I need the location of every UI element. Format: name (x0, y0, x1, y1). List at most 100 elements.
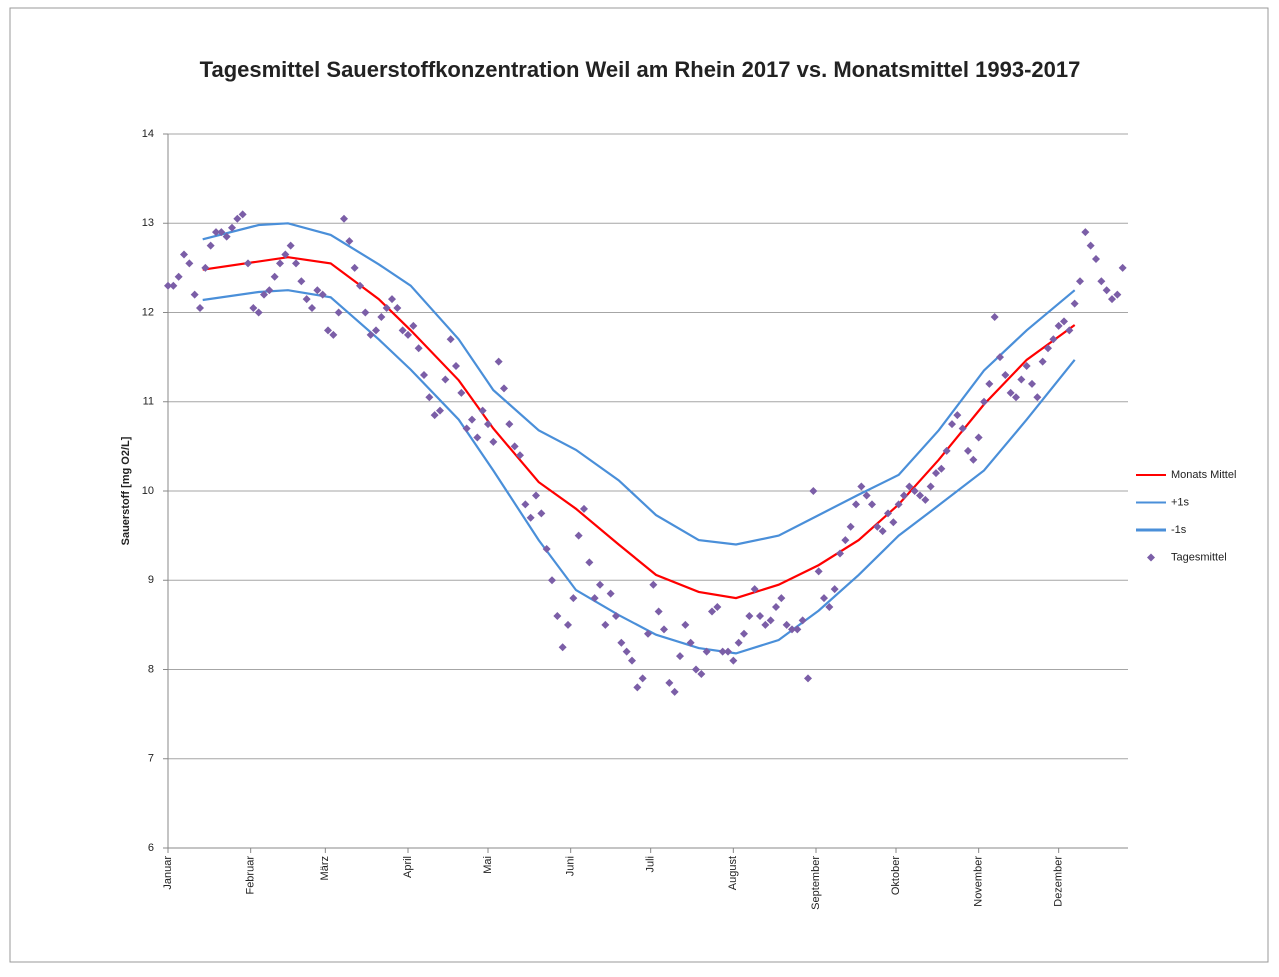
point (713, 603, 722, 612)
point (238, 210, 247, 219)
point (222, 232, 231, 241)
y-tick-label: 11 (143, 396, 154, 408)
point (905, 482, 914, 491)
y-tick-label: 10 (142, 485, 154, 497)
point (324, 326, 332, 335)
point (644, 629, 652, 638)
point (617, 638, 626, 647)
point (756, 611, 764, 620)
point (526, 513, 535, 522)
point (766, 616, 775, 625)
point (942, 446, 951, 455)
x-tick-label: Oktober (890, 856, 902, 895)
point (1017, 375, 1026, 384)
point (681, 620, 690, 629)
point (361, 308, 370, 317)
point (697, 669, 706, 678)
point (601, 620, 610, 629)
point (1028, 379, 1036, 388)
point (633, 683, 642, 692)
point (569, 594, 578, 603)
point (249, 304, 258, 313)
point (670, 687, 679, 696)
line (202, 289, 1076, 655)
frame (9, 7, 1269, 963)
point (953, 411, 962, 420)
y-tick-label: 7 (148, 753, 154, 765)
legend-label: +1s (1171, 496, 1190, 508)
point (1102, 286, 1111, 295)
point (329, 330, 338, 339)
line (202, 256, 1076, 600)
point (516, 451, 524, 460)
point (596, 580, 604, 589)
point (212, 228, 220, 237)
point (430, 411, 439, 420)
point (1092, 254, 1100, 263)
point (1113, 290, 1122, 299)
point (793, 625, 802, 634)
point (468, 415, 476, 424)
y-tick-label: 8 (148, 663, 154, 675)
point (366, 330, 375, 339)
point (521, 500, 530, 509)
point (590, 594, 599, 603)
point (1076, 277, 1084, 286)
point (868, 500, 876, 509)
point (820, 594, 828, 603)
point (1044, 344, 1052, 353)
point (382, 304, 391, 313)
point (718, 647, 727, 656)
point (260, 290, 268, 299)
point (1033, 393, 1042, 402)
point (270, 272, 279, 281)
y-tick-label: 9 (148, 574, 154, 586)
point (1097, 277, 1106, 286)
point (420, 370, 428, 379)
point (830, 585, 839, 594)
point (825, 603, 834, 612)
point (265, 286, 274, 295)
point (446, 335, 455, 344)
point (612, 611, 620, 620)
point (665, 678, 674, 687)
point (281, 250, 290, 259)
point (1108, 295, 1116, 304)
y-axis-title: Sauerstoff [mg O2/L] (120, 436, 132, 545)
point (1006, 388, 1015, 397)
point (473, 433, 482, 442)
point (894, 500, 903, 509)
point (1060, 317, 1068, 326)
point (740, 629, 748, 638)
point (196, 304, 204, 313)
point (457, 388, 466, 397)
point (761, 620, 770, 629)
y-tick-label: 6 (148, 842, 154, 854)
point (1065, 326, 1074, 335)
point (233, 214, 242, 223)
point (489, 437, 498, 446)
point (622, 647, 631, 656)
point (580, 504, 588, 513)
point (606, 589, 615, 598)
point (846, 522, 855, 531)
point (286, 241, 295, 250)
point (734, 638, 743, 647)
point (345, 237, 354, 246)
point (292, 259, 300, 268)
point (510, 442, 519, 451)
point (217, 228, 226, 237)
point (921, 495, 930, 504)
point (350, 263, 359, 272)
point (814, 567, 823, 576)
point (958, 424, 967, 433)
point (772, 603, 780, 612)
point (692, 665, 700, 674)
point (916, 491, 924, 500)
point (910, 487, 919, 495)
point (537, 509, 546, 518)
point (1012, 393, 1020, 402)
point (558, 643, 567, 652)
